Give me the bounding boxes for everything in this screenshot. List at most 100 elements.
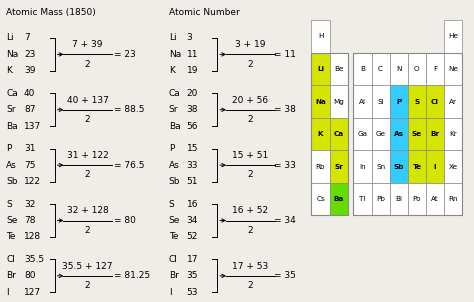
Text: 35.5: 35.5 — [24, 255, 44, 264]
Text: F: F — [433, 66, 437, 72]
Bar — [329, 183, 348, 215]
Text: 2: 2 — [85, 170, 91, 179]
Text: C: C — [378, 66, 383, 72]
Text: 19: 19 — [187, 66, 198, 76]
Text: Ba: Ba — [6, 122, 18, 131]
Text: 78: 78 — [24, 216, 36, 225]
Bar — [354, 150, 372, 183]
Bar — [426, 150, 444, 183]
Bar — [311, 53, 329, 85]
Text: Na: Na — [169, 50, 181, 59]
Text: Sb: Sb — [393, 164, 404, 169]
Text: P: P — [6, 144, 11, 153]
Bar — [311, 118, 329, 150]
Text: Sr: Sr — [6, 105, 16, 114]
Text: 17: 17 — [187, 255, 198, 264]
Text: O: O — [414, 66, 419, 72]
Text: I: I — [434, 164, 437, 169]
Bar — [444, 20, 462, 53]
Text: Sb: Sb — [6, 177, 18, 186]
Text: Cl: Cl — [169, 255, 178, 264]
Bar — [311, 150, 329, 183]
Text: Pb: Pb — [376, 196, 385, 202]
Text: 17 + 53: 17 + 53 — [232, 262, 268, 271]
Text: 35.5 + 127: 35.5 + 127 — [63, 262, 113, 271]
Text: Se: Se — [412, 131, 422, 137]
Bar — [354, 183, 372, 215]
Text: 40 + 137: 40 + 137 — [67, 96, 109, 104]
Text: Se: Se — [169, 216, 180, 225]
Bar — [372, 150, 390, 183]
Text: 53: 53 — [187, 288, 198, 297]
Text: Na: Na — [6, 50, 18, 59]
Text: Sn: Sn — [376, 164, 385, 169]
Text: N: N — [396, 66, 401, 72]
Text: Sr: Sr — [334, 164, 343, 169]
Text: 2: 2 — [85, 281, 91, 290]
Text: 32 + 128: 32 + 128 — [67, 206, 109, 215]
Text: Ca: Ca — [334, 131, 344, 137]
Bar — [408, 118, 426, 150]
Bar — [444, 150, 462, 183]
Text: Ga: Ga — [357, 131, 367, 137]
Bar — [390, 85, 408, 118]
Text: 127: 127 — [24, 288, 41, 297]
Bar — [408, 150, 426, 183]
Text: Ba: Ba — [334, 196, 344, 202]
Text: 15 + 51: 15 + 51 — [232, 151, 268, 160]
Text: 20 + 56: 20 + 56 — [232, 96, 268, 104]
Text: K: K — [6, 66, 12, 76]
Text: Rn: Rn — [448, 196, 458, 202]
Text: K: K — [169, 66, 174, 76]
Text: Atomic Mass (1850): Atomic Mass (1850) — [6, 8, 96, 18]
Text: Te: Te — [169, 233, 178, 242]
Text: P: P — [396, 98, 401, 104]
Bar — [426, 53, 444, 85]
Text: Si: Si — [377, 98, 384, 104]
Text: Li: Li — [169, 34, 176, 42]
Text: Cs: Cs — [316, 196, 325, 202]
Text: 7: 7 — [24, 34, 30, 42]
Text: = 88.5: = 88.5 — [115, 105, 145, 114]
Text: Sb: Sb — [169, 177, 180, 186]
Text: Na: Na — [315, 98, 326, 104]
Bar — [444, 118, 462, 150]
Bar — [372, 118, 390, 150]
Text: Br: Br — [430, 131, 439, 137]
Bar — [444, 183, 462, 215]
Text: At: At — [431, 196, 439, 202]
Text: Ge: Ge — [375, 131, 386, 137]
Text: 2: 2 — [247, 226, 253, 235]
Bar — [372, 183, 390, 215]
Bar — [408, 85, 426, 118]
Text: Ne: Ne — [448, 66, 458, 72]
Text: 51: 51 — [187, 177, 198, 186]
Text: B: B — [360, 66, 365, 72]
Text: Rb: Rb — [316, 164, 325, 169]
Text: 87: 87 — [24, 105, 36, 114]
Bar — [311, 20, 329, 53]
Text: Kr: Kr — [449, 131, 457, 137]
Text: As: As — [394, 131, 404, 137]
Text: Li: Li — [317, 66, 324, 72]
Text: 20: 20 — [187, 89, 198, 98]
Text: = 35: = 35 — [274, 271, 296, 280]
Bar — [390, 53, 408, 85]
Text: Se: Se — [6, 216, 18, 225]
Bar — [408, 183, 426, 215]
Text: Xe: Xe — [448, 164, 458, 169]
Bar — [426, 183, 444, 215]
Text: 40: 40 — [24, 89, 36, 98]
Text: 23: 23 — [24, 50, 36, 59]
Text: S: S — [169, 200, 174, 208]
Bar — [354, 118, 372, 150]
Text: 52: 52 — [187, 233, 198, 242]
Text: 122: 122 — [24, 177, 41, 186]
Text: = 23: = 23 — [115, 50, 136, 59]
Text: 2: 2 — [247, 59, 253, 69]
Text: Al: Al — [359, 98, 366, 104]
Text: Be: Be — [334, 66, 344, 72]
Text: 2: 2 — [247, 170, 253, 179]
Text: He: He — [448, 34, 458, 40]
Text: Sr: Sr — [169, 105, 178, 114]
